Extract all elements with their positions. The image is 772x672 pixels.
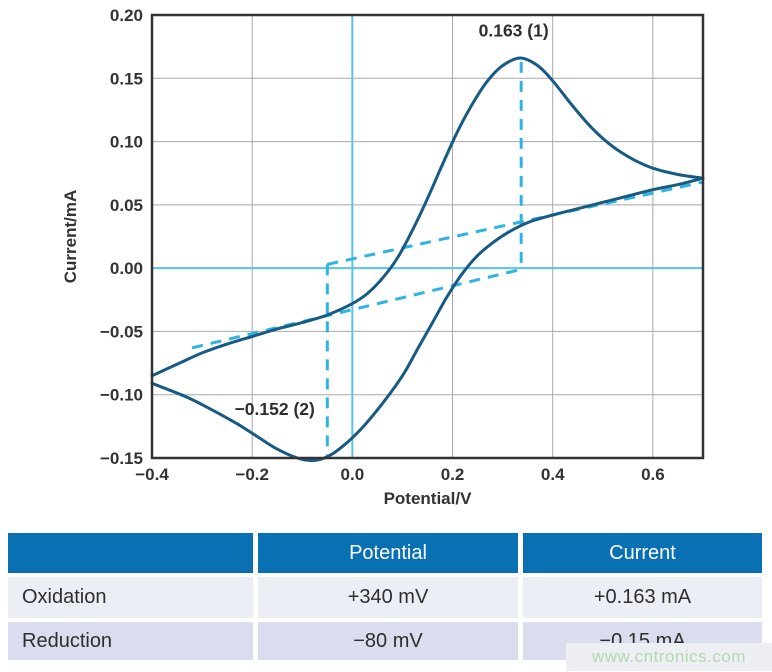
y-tick-label: −0.05 xyxy=(100,322,143,341)
peak-annotation: −0.152 (2) xyxy=(235,399,315,419)
cathodic-baseline-dashed-line xyxy=(326,180,704,266)
cyclic-voltammogram-chart: −0.4 −0.2 0.0 0.2 0.4 0.6 0.20 0.15 0.10 0.05 0.00… xyxy=(61,6,705,508)
y-tick-label: 0.00 xyxy=(110,259,143,278)
row-reduction-potential: −80 mV xyxy=(258,622,518,660)
y-tick-label: 0.15 xyxy=(110,69,143,88)
results-table: Potential Current Oxidation +340 mV +0.1… xyxy=(8,533,762,660)
watermark-text: www.cntronics.com xyxy=(592,647,746,666)
row-oxidation-current: +0.163 mA xyxy=(523,577,762,618)
plot-frame xyxy=(150,13,705,460)
x-tick-label: 0.0 xyxy=(341,465,365,484)
x-tick-label: 0.6 xyxy=(641,465,665,484)
watermark-box: www.cntronics.com xyxy=(566,643,772,671)
table-header-current: Current xyxy=(523,533,762,573)
x-tick-label: −0.2 xyxy=(235,465,269,484)
y-axis-title: Current/mA xyxy=(61,190,80,284)
table-header-potential: Potential xyxy=(258,533,518,573)
x-tick-label: −0.4 xyxy=(135,465,169,484)
y-tick-label: 0.05 xyxy=(110,196,143,215)
x-tick-label: 0.4 xyxy=(541,465,565,484)
row-oxidation-potential: +340 mV xyxy=(258,577,518,618)
peak-annotation: 0.163 (1) xyxy=(479,21,549,41)
anodic-baseline-dashed-line xyxy=(191,267,522,350)
y-tick-label: −0.10 xyxy=(100,386,143,405)
y-tick-label: 0.10 xyxy=(110,133,143,152)
x-tick-label: 0.2 xyxy=(441,465,465,484)
reverse-cathodic-sweep-curve xyxy=(150,176,705,463)
y-tick-label: −0.15 xyxy=(100,449,143,468)
table-header-empty xyxy=(8,533,253,573)
row-reduction-label: Reduction xyxy=(8,622,253,660)
row-oxidation-label: Oxidation xyxy=(8,577,253,618)
forward-anodic-sweep-curve xyxy=(150,56,705,378)
cv-chart-svg: −0.4 −0.2 0.0 0.2 0.4 0.6 0.20 0.15 0.10 0.05 0.00… xyxy=(61,6,705,508)
x-axis-title: Potential/V xyxy=(384,489,473,508)
y-tick-label: 0.20 xyxy=(110,6,143,25)
